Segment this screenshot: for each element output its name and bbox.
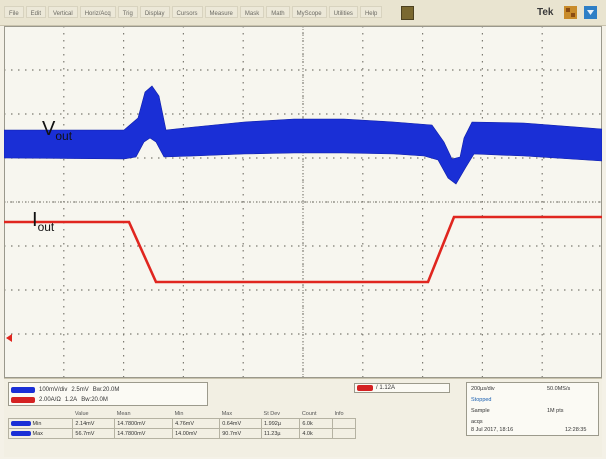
ch1-extra: 2.5mV	[71, 386, 89, 393]
vout-label: Vout	[42, 118, 73, 143]
table-row[interactable]: Max 56.7mV 14.7800mV 14.00mV 90.7mV 11.2…	[7, 428, 357, 439]
menu-display[interactable]: Display	[139, 6, 170, 18]
measurement-header-row: Value Mean Min Max St Dev Count Info	[74, 410, 344, 417]
trigger-readout[interactable]: / 1.12A	[354, 383, 450, 393]
menu-horiz-acq[interactable]: Horiz/Acq	[79, 6, 116, 18]
trigger-chip	[357, 385, 373, 391]
menu-measure[interactable]: Measure	[204, 6, 238, 18]
menu-math[interactable]: Math	[266, 6, 290, 18]
sample-rate: 50.0MS/s	[547, 386, 571, 392]
grid-icon[interactable]	[564, 6, 577, 19]
ch1-chip	[11, 386, 35, 393]
date-readout: 8 Jul 2017, 18:16	[471, 427, 514, 433]
menu-cursors[interactable]: Cursors	[171, 6, 203, 18]
menu-list: File Edit Vertical Horiz/Acq Trig Displa…	[4, 6, 383, 20]
graticule	[4, 26, 602, 378]
grid-lines	[4, 26, 602, 378]
iout-trace	[4, 215, 602, 284]
table-row[interactable]: Min 2.14mV 14.7800mV 4.76mV 0.64mV 1.992…	[7, 418, 357, 429]
status-panel: 100mV/div 2.5mV Bw:20.0M 2.00A/Ω 1.2A Bw…	[4, 378, 602, 457]
run-state: Stopped	[471, 397, 492, 403]
ch4-marker	[6, 334, 12, 342]
ch1-bw: Bw:20.0M	[92, 386, 120, 393]
help-icon[interactable]	[584, 6, 597, 19]
vout-trace	[4, 85, 602, 185]
graticule-border	[4, 26, 602, 378]
ch1-scale: 100mV/div	[39, 386, 68, 393]
trigger-level: / 1.12A	[376, 385, 396, 391]
menu-myscope[interactable]: MyScope	[291, 6, 327, 18]
ch4-scale: 2.00A/Ω	[39, 396, 61, 403]
menu-vertical[interactable]: Vertical	[48, 6, 78, 18]
menu-file[interactable]: File	[4, 6, 24, 18]
waveform-display[interactable]: Vout Iout	[4, 26, 602, 378]
menu-help[interactable]: Help	[359, 6, 383, 18]
ch4-chip	[11, 396, 35, 403]
record-length: 1M pts	[547, 408, 564, 414]
ch4-extra: 1.2A	[64, 396, 78, 403]
menu-edit[interactable]: Edit	[25, 6, 47, 18]
timebase: 200µs/div	[471, 386, 495, 392]
time-readout: 12:28:35	[565, 427, 587, 433]
menu-mask[interactable]: Mask	[239, 6, 265, 18]
run-stop-button[interactable]	[401, 6, 414, 20]
menu-trig[interactable]: Trig	[117, 6, 138, 18]
menu-utilities[interactable]: Utilities	[328, 6, 358, 18]
ch1-readout[interactable]: 100mV/div 2.5mV Bw:20.0M	[11, 385, 119, 394]
acq-mode: Sample	[471, 408, 490, 414]
ch4-bw: Bw:20.0M	[81, 396, 108, 403]
ch4-readout[interactable]: 2.00A/Ω 1.2A Bw:20.0M	[11, 395, 108, 404]
acq-count: acqs	[471, 419, 483, 425]
channel-readouts: 100mV/div 2.5mV Bw:20.0M 2.00A/Ω 1.2A Bw…	[8, 382, 208, 406]
menu-bar: File Edit Vertical Horiz/Acq Trig Displa…	[0, 0, 606, 26]
iout-label: Iout	[32, 209, 55, 234]
acquisition-readout[interactable]: 200µs/div 50.0MS/s Stopped Sample 1M pts…	[466, 382, 599, 436]
measurement-table: Value Mean Min Max St Dev Count Info Min…	[7, 409, 357, 439]
tek-logo: Tek	[537, 7, 554, 18]
